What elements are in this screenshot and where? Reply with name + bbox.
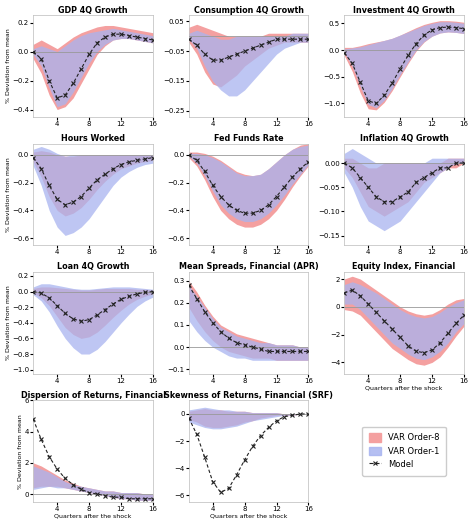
Title: Consumption 4Q Growth: Consumption 4Q Growth — [193, 6, 303, 15]
Title: Mean Spreads, Financial (APR): Mean Spreads, Financial (APR) — [179, 263, 319, 271]
Legend: VAR Order-8, VAR Order-1, Model: VAR Order-8, VAR Order-1, Model — [362, 427, 446, 476]
X-axis label: Quarters after the shock: Quarters after the shock — [210, 514, 287, 518]
Title: Hours Worked: Hours Worked — [61, 134, 125, 143]
Y-axis label: % Deviation from mean: % Deviation from mean — [6, 29, 11, 103]
X-axis label: Quarters after the shock: Quarters after the shock — [55, 514, 132, 518]
Title: Loan 4Q Growth: Loan 4Q Growth — [57, 263, 129, 271]
Title: GDP 4Q Growth: GDP 4Q Growth — [58, 6, 128, 15]
Title: Inflation 4Q Growth: Inflation 4Q Growth — [360, 134, 448, 143]
Title: Skewness of Returns, Financial (SRF): Skewness of Returns, Financial (SRF) — [164, 390, 333, 400]
Title: Fed Funds Rate: Fed Funds Rate — [214, 134, 283, 143]
X-axis label: Quarters after the shock: Quarters after the shock — [365, 385, 443, 390]
Y-axis label: % Deviation from mean: % Deviation from mean — [6, 157, 10, 232]
Y-axis label: % Deviation from mean: % Deviation from mean — [6, 286, 10, 360]
Title: Equity Index, Financial: Equity Index, Financial — [353, 263, 456, 271]
Title: Dispersion of Returns, Financial: Dispersion of Returns, Financial — [20, 390, 165, 400]
Y-axis label: % Deviation from mean: % Deviation from mean — [18, 414, 23, 488]
Title: Investment 4Q Growth: Investment 4Q Growth — [353, 6, 455, 15]
